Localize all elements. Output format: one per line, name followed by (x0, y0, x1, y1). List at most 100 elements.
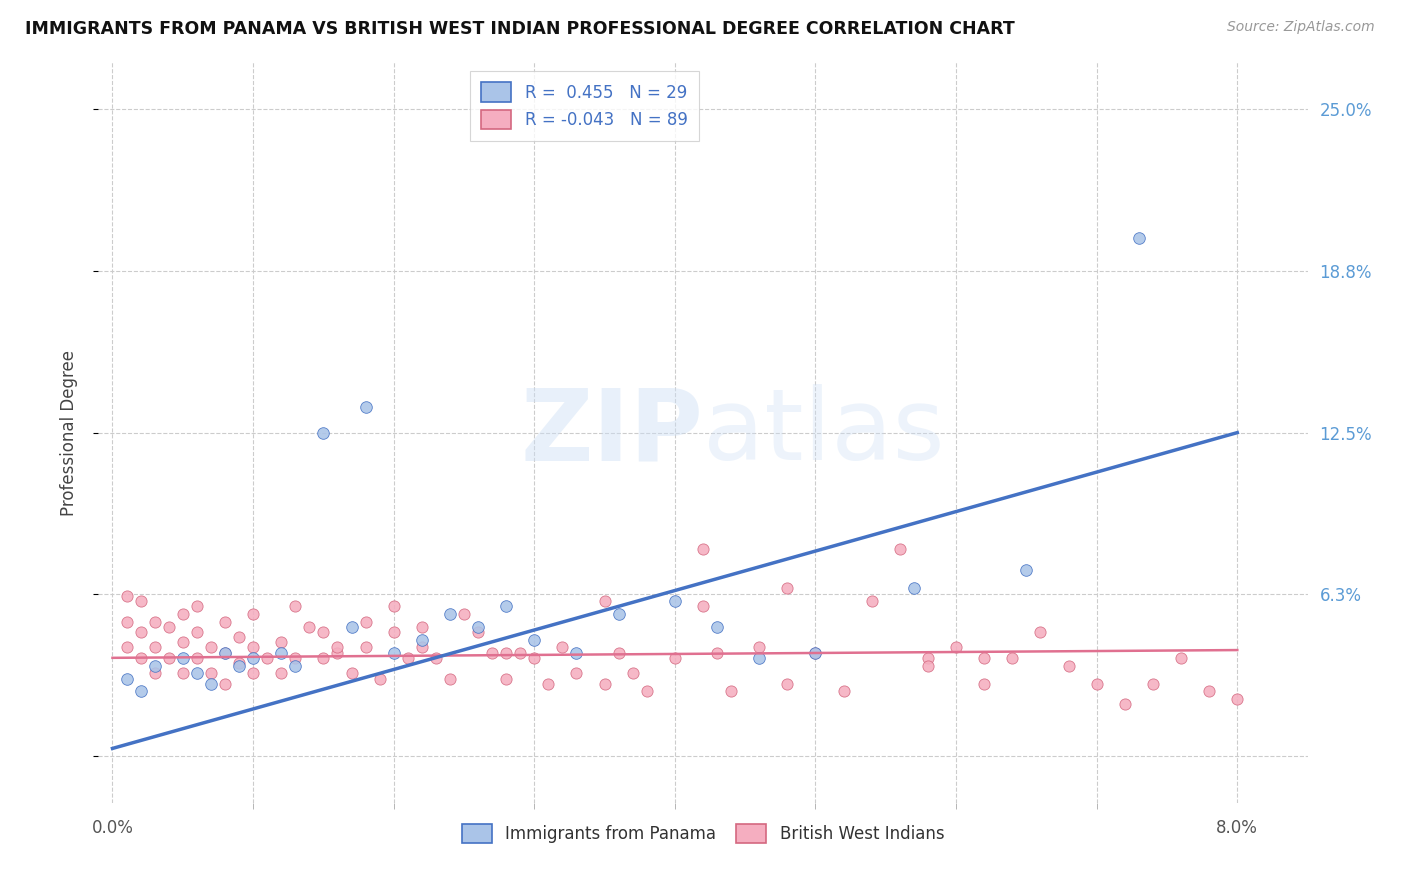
Point (186, 650, 208, 665)
Point (172, 635, 194, 649)
Point (411, 640, 433, 655)
Point (1085, 677, 1108, 691)
Point (1057, 658, 1080, 673)
Point (143, 658, 166, 673)
Point (340, 666, 363, 681)
Point (200, 666, 222, 681)
Point (256, 650, 278, 665)
Point (551, 640, 574, 655)
Point (495, 672, 517, 686)
Point (214, 646, 236, 660)
Point (186, 624, 208, 639)
Point (172, 607, 194, 621)
Point (312, 624, 335, 639)
Point (340, 620, 363, 634)
Point (495, 599, 517, 613)
Point (129, 594, 152, 608)
Point (1015, 563, 1038, 577)
Point (523, 650, 546, 665)
Point (495, 646, 517, 660)
Point (270, 635, 292, 649)
Point (607, 646, 630, 660)
Point (1114, 698, 1136, 712)
Point (776, 677, 799, 691)
Point (115, 589, 138, 603)
Point (720, 684, 742, 698)
Point (312, 425, 335, 440)
Point (200, 640, 222, 655)
Point (157, 620, 180, 634)
Point (1029, 624, 1052, 639)
Point (115, 615, 138, 629)
Point (439, 672, 461, 686)
Point (129, 624, 152, 639)
Point (1198, 684, 1220, 698)
Point (804, 646, 827, 660)
Point (284, 658, 307, 673)
Point (228, 630, 250, 644)
Point (467, 624, 489, 639)
Point (242, 640, 264, 655)
Point (1001, 650, 1024, 665)
Point (1170, 650, 1192, 665)
Point (354, 640, 377, 655)
Point (593, 594, 616, 608)
Point (129, 650, 152, 665)
Point (664, 650, 686, 665)
Point (509, 646, 531, 660)
Point (298, 620, 321, 634)
Point (664, 594, 686, 608)
Point (143, 666, 166, 681)
Point (326, 646, 349, 660)
Point (411, 632, 433, 647)
Point (186, 666, 208, 681)
Point (1128, 231, 1150, 245)
Point (214, 646, 236, 660)
Legend: Immigrants from Panama, British West Indians: Immigrants from Panama, British West Ind… (456, 817, 950, 850)
Point (439, 607, 461, 621)
Point (973, 650, 995, 665)
Point (425, 650, 447, 665)
Point (115, 672, 138, 686)
Point (636, 684, 658, 698)
Point (621, 666, 644, 681)
Point (565, 646, 588, 660)
Point (143, 640, 166, 655)
Point (228, 658, 250, 673)
Text: Source: ZipAtlas.com: Source: ZipAtlas.com (1227, 20, 1375, 34)
Point (396, 650, 419, 665)
Point (748, 640, 770, 655)
Point (523, 632, 546, 647)
Point (481, 646, 503, 660)
Point (903, 581, 925, 595)
Point (326, 640, 349, 655)
Point (382, 624, 405, 639)
Text: IMMIGRANTS FROM PANAMA VS BRITISH WEST INDIAN PROFESSIONAL DEGREE CORRELATION CH: IMMIGRANTS FROM PANAMA VS BRITISH WEST I… (25, 20, 1015, 37)
Point (172, 650, 194, 665)
Point (917, 658, 939, 673)
Y-axis label: Professional Degree: Professional Degree (59, 350, 77, 516)
Point (748, 650, 770, 665)
Point (1226, 692, 1249, 706)
Point (368, 672, 391, 686)
Point (354, 615, 377, 629)
Point (354, 400, 377, 414)
Point (453, 607, 475, 621)
Point (284, 599, 307, 613)
Point (312, 650, 335, 665)
Point (706, 646, 728, 660)
Point (706, 620, 728, 634)
Point (242, 666, 264, 681)
Point (172, 666, 194, 681)
Point (382, 599, 405, 613)
Point (889, 542, 911, 557)
Point (607, 607, 630, 621)
Point (593, 677, 616, 691)
Point (270, 666, 292, 681)
Point (973, 677, 995, 691)
Point (692, 542, 714, 557)
Point (917, 650, 939, 665)
Point (242, 607, 264, 621)
Point (200, 677, 222, 691)
Point (945, 640, 967, 655)
